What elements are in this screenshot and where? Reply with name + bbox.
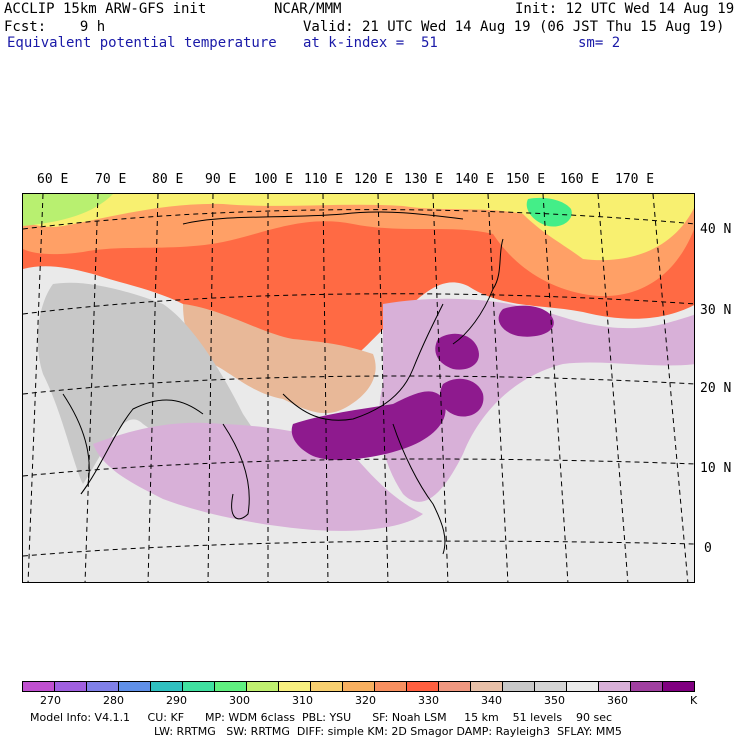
green-patch [526,197,572,227]
colorbar-swatch [23,682,55,691]
lon-label-170e: 170 E [615,172,655,187]
colorbar-swatch [151,682,183,691]
dark-purple-typhoon [435,333,479,370]
colorbar-swatch [119,682,151,691]
lon-label-110e: 110 E [304,172,344,187]
colorbar-swatch [439,682,471,691]
colorbar-swatch [215,682,247,691]
colorbar-swatch [247,682,279,691]
colorbar-tick-350: 350 [544,694,565,707]
colorbar-tick-360: 360 [607,694,628,707]
map-canvas [23,194,694,582]
colorbar-swatch [343,682,375,691]
dark-purple-east [498,305,554,337]
model-title: ACCLIP 15km ARW-GFS init [4,1,207,17]
colorbar-swatch [663,682,694,691]
graticule [23,194,694,582]
init-time: Init: 12 UTC Wed 14 Aug 19 [515,1,735,17]
tibet-tan [183,304,376,414]
colorbar-swatch [535,682,567,691]
lat-label-20n: 20 N [700,381,732,396]
map-panel [22,193,695,583]
dark-purple-scs [291,391,446,460]
colorbar-swatch [567,682,599,691]
colorbar-swatch [599,682,631,691]
field-name: Equivalent potential temperature [7,35,277,51]
colorbar-unit: K [690,694,698,707]
lon-label-140e: 140 E [455,172,495,187]
colorbar-tick-310: 310 [292,694,313,707]
lon-label-60e: 60 E [37,172,69,187]
colorbar-tick-320: 320 [355,694,376,707]
level-info: at k-index = 51 [303,35,438,51]
colorbar-tick-290: 290 [166,694,187,707]
lon-label-120e: 120 E [354,172,394,187]
colorbar-swatch [55,682,87,691]
dark-purple-central [439,378,484,417]
colorbar-swatch [183,682,215,691]
lon-label-70e: 70 E [95,172,127,187]
lat-label-30n: 30 N [700,303,732,318]
colorbar-swatch [375,682,407,691]
colorbar-tick-300: 300 [229,694,250,707]
colorbar-swatch [311,682,343,691]
colorbar [22,681,695,692]
footer-physics-info: LW: RRTMG SW: RRTMG DIFF: simple KM: 2D … [154,725,622,738]
colorbar-tick-340: 340 [481,694,502,707]
institution: NCAR/MMM [274,1,342,17]
colorbar-swatch [503,682,535,691]
colorbar-swatch [279,682,311,691]
colorbar-swatch [631,682,663,691]
colorbar-tick-330: 330 [418,694,439,707]
warm-band-lightgreen [23,194,113,226]
colorbar-tick-270: 270 [40,694,61,707]
footer-model-info: Model Info: V4.1.1 CU: KF MP: WDM 6class… [30,711,613,724]
lon-label-100e: 100 E [254,172,294,187]
lon-label-90e: 90 E [205,172,237,187]
lat-label-0: 0 [704,541,712,556]
smoothing-info: sm= 2 [578,35,621,51]
colorbar-swatch [87,682,119,691]
lat-label-40n: 40 N [700,222,732,237]
lon-label-80e: 80 E [152,172,184,187]
colorbar-swatch [407,682,439,691]
coastlines [62,211,504,555]
warm-band-orange [23,194,694,297]
colorbar-tick-280: 280 [103,694,124,707]
forecast-hour: Fcst: 9 h [4,19,106,35]
lon-label-130e: 130 E [404,172,444,187]
colorbar-swatch [471,682,503,691]
warm-band-yellow [23,194,694,261]
lon-label-160e: 160 E [560,172,600,187]
valid-time: Valid: 21 UTC Wed 14 Aug 19 (06 JST Thu … [303,19,725,35]
lat-label-10n: 10 N [700,461,732,476]
lon-label-150e: 150 E [506,172,546,187]
